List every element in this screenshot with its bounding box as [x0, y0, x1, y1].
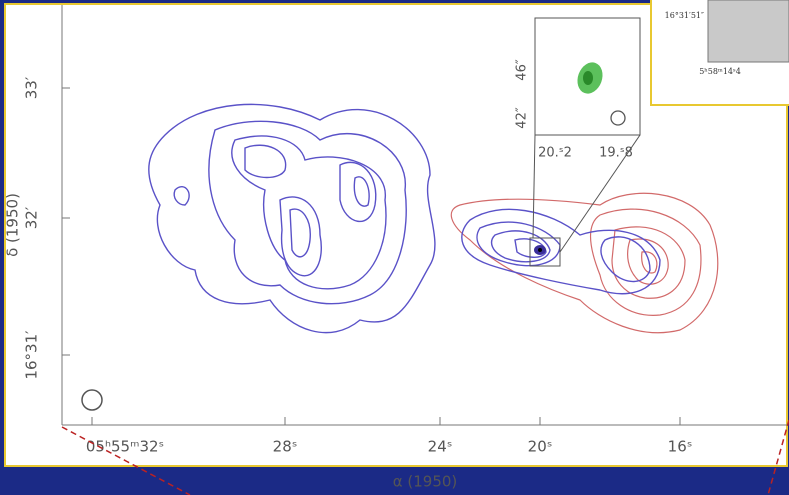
inset-x-tick: 19.ˢ8 [599, 146, 633, 161]
y-axis-label: δ (1950) [4, 193, 22, 257]
corner-x-tick: 5ʰ58ᵐ14ˢ4 [699, 67, 741, 76]
y-tick-label: 33′ [23, 76, 41, 99]
corner-image [708, 0, 789, 62]
slide: 33′ 32′ 16°31′ δ (1950) 05ʰ55ᵐ32ˢ 28ˢ 24… [0, 0, 789, 495]
green-core [583, 71, 593, 85]
corner-y-tick: 16°31′51″ [665, 11, 704, 20]
inset-y-tick: 46″ [515, 59, 530, 81]
inset-y-tick: 42″ [515, 107, 530, 129]
inset-x-tick: 20.ˢ2 [538, 146, 572, 161]
x-tick-label: 28ˢ [273, 438, 298, 456]
x-tick-label: 24ˢ [428, 438, 453, 456]
y-tick-label: 16°31′ [23, 330, 41, 380]
page: 33′ 32′ 16°31′ δ (1950) 05ʰ55ᵐ32ˢ 28ˢ 24… [0, 0, 789, 495]
x-axis-label: α (1950) [393, 473, 458, 491]
x-tick-label: 16ˢ [668, 438, 693, 456]
x-tick-label: 20ˢ [528, 438, 553, 456]
y-tick-label: 32′ [23, 206, 41, 229]
